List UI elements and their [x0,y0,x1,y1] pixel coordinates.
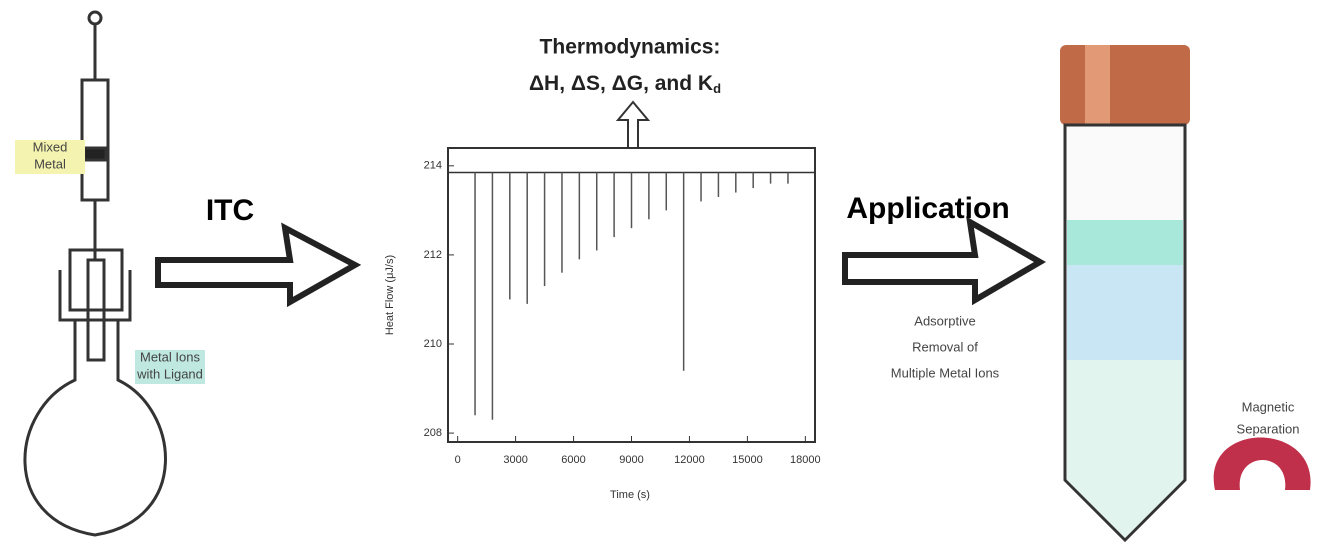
flask-label: with Ligand [136,366,203,381]
y-axis-label: Heat Flow (μJ/s) [384,255,396,335]
y-tick-label: 208 [424,427,442,439]
app-note: Removal of [912,339,978,354]
y-tick-label: 214 [424,160,442,172]
itc-apparatus [23,10,167,537]
x-tick-label: 18000 [790,454,821,466]
app-note: Multiple Metal Ions [891,365,1000,380]
application-label: Application [846,192,1009,225]
x-tick-label: 0 [455,454,461,466]
arrow [155,222,362,308]
thermo-title: Thermodynamics: [540,36,721,59]
tube [1060,45,1190,543]
app-note: Adsorptive [914,313,975,328]
x-tick-label: 15000 [732,454,763,466]
flask-label: Metal Ions [140,349,200,364]
x-axis-label: Time (s) [610,489,650,501]
x-tick-label: 6000 [561,454,585,466]
x-tick-label: 9000 [619,454,643,466]
x-tick-label: 12000 [674,454,705,466]
syringe-label: Mixed [33,139,68,154]
itc-thermogram: Heat Flow (μJ/s) Time (s) 214 212 210 208 0 3… [384,147,821,501]
thermo-params: ΔH, ΔS, ΔG, and K [529,72,713,95]
magnet-label: Separation [1237,421,1300,436]
y-tick-label: 210 [424,338,442,350]
x-tick-label: 3000 [503,454,527,466]
y-tick-label: 212 [424,249,442,261]
thermo-sub: d [713,81,721,96]
itc-label: ITC [206,194,254,227]
label-box [15,140,85,174]
magnet-label: Magnetic [1242,399,1295,414]
syringe-label: Metal [34,156,66,171]
label-box [135,350,205,384]
magnet [1213,437,1311,490]
thermo-params: ΔH, ΔS, ΔG, and Kd [529,72,721,97]
arrow [842,216,1046,306]
